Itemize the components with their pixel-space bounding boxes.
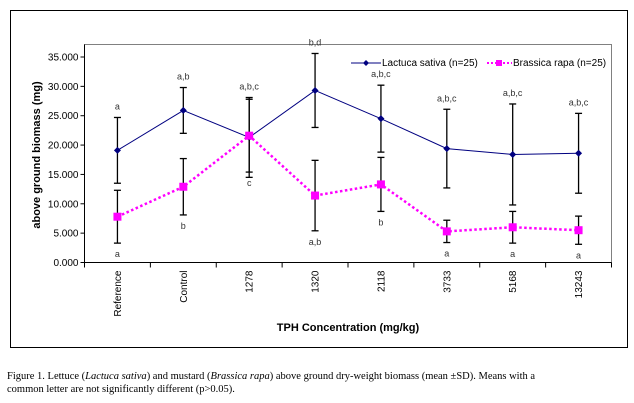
significance-label: a,b,c [437,93,457,103]
data-point [509,150,517,158]
caption-text: ) and mustard ( [146,371,211,382]
legend-label-lettuce: Lactuca sativa (n=25) [382,58,478,69]
caption-latin-lettuce: Lactuca sativa [85,371,147,382]
data-point [179,182,188,191]
x-tick-label: 1278 [245,270,256,293]
series-line [117,89,579,155]
data-point [113,212,122,221]
data-point [311,86,319,94]
y-tick-label: 35.000 [48,53,79,64]
data-point [179,106,187,114]
significance-label: a,b,c [239,82,259,92]
legend-item-mustard: Brassica rapa (n=25) [487,58,606,69]
series-line [116,134,579,233]
legend-label-mustard: Brassica rapa (n=25) [513,58,606,69]
y-tick-label: 10.000 [48,199,79,210]
data-point [442,227,451,236]
series-lactuca-sativa: a a,b a,b,c b,d a,b,c a,b,c a,b,c a,b,c [113,37,589,206]
caption-text: ) above ground dry-weight biomass (mean … [269,371,536,382]
y-tick-label: 15.000 [48,170,79,181]
data-point [443,145,451,153]
significance-label: a [115,249,120,259]
data-point [376,180,385,189]
y-tick-label: 5.000 [53,229,78,240]
series-brassica-rapa: a b c a,b b a a a [113,98,583,260]
significance-label: a [510,249,515,259]
significance-label: a [576,250,581,260]
significance-label: a,b [309,237,322,247]
legend-marker-square-icon [496,60,502,66]
y-tick-label: 25.000 [48,111,79,122]
data-point [245,131,254,140]
data-point [508,223,517,232]
figure-caption: Figure 1. Lettuce (Lactuca sativa) and m… [7,370,627,396]
caption-text: Figure 1. Lettuce ( [7,371,86,382]
significance-label: b [378,217,383,227]
x-tick-label: 1320 [311,270,322,293]
significance-label: a,b [177,72,190,82]
x-tick-label: 2118 [376,270,387,292]
significance-label: a,b,c [371,69,391,79]
caption-line-1: Figure 1. Lettuce (Lactuca sativa) and m… [7,370,627,383]
significance-label: b,d [309,37,322,47]
data-point [574,226,583,235]
x-tick-label: 3733 [442,270,453,293]
y-tick-label: 30.000 [48,82,79,93]
data-point [377,115,385,123]
legend-marker-diamond-icon [363,60,369,66]
y-tick-label: 0.000 [53,258,78,269]
data-point [575,149,583,157]
series-layer: aa,ba,b,cb,da,b,ca,b,ca,b,ca,b,cabca,bba… [113,37,589,260]
x-axis: Reference Control 1278 1320 2118 3733 5168 1324… [84,262,612,317]
data-point [311,191,320,200]
x-tick-label: Control [179,271,190,303]
y-axis-title: above ground biomass (mg) [31,81,43,229]
significance-label: a [115,101,120,111]
significance-label: a,b,c [503,88,523,98]
legend-item-lettuce: Lactuca sativa (n=25) [351,58,478,69]
significance-label: a [444,249,449,259]
chart: 0.000 5.000 10.000 15.000 20.000 25.000 30.000… [10,10,628,348]
significance-label: c [247,178,252,188]
caption-line-2: common letter are not significantly diff… [7,384,235,395]
significance-label: a,b,c [569,97,589,107]
x-tick-label: 13243 [574,270,585,298]
caption-latin-mustard: Brassica rapa [210,371,270,382]
plot-area [84,44,612,263]
y-tick-label: 20.000 [48,141,79,152]
y-axis: 0.000 5.000 10.000 15.000 20.000 25.000 30.000… [48,44,85,269]
significance-label: b [181,221,186,231]
x-axis-title: TPH Concentration (mg/kg) [277,322,420,334]
x-tick-label: Reference [113,270,124,317]
x-tick-label: 5168 [508,270,519,293]
data-point [113,146,121,154]
legend: Lactuca sativa (n=25) Brassica rapa (n=2… [351,58,606,69]
